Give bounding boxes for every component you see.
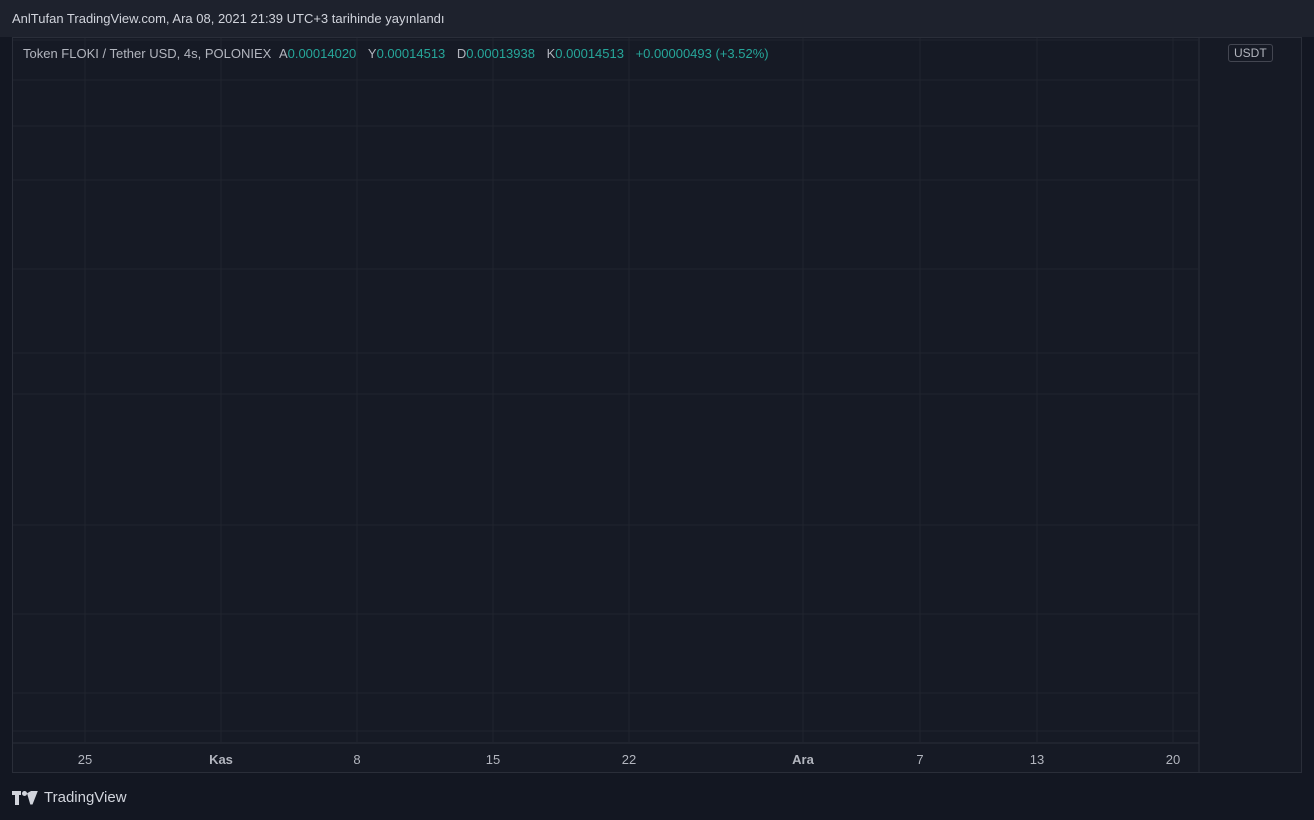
symbol-legend: Token FLOKI / Tether USD, 4s, POLONIEX A… <box>23 46 769 61</box>
low-value: 0.00013938 <box>466 46 535 61</box>
currency-badge[interactable]: USDT <box>1228 44 1273 62</box>
top-bar: AnlTufan TradingView.com, Ara 08, 2021 2… <box>0 0 1314 37</box>
close-value: 0.00014513 <box>555 46 624 61</box>
tradingview-brand: TradingView <box>44 789 127 806</box>
chart-frame[interactable] <box>12 37 1302 773</box>
footer <box>0 774 1314 820</box>
time-tick-label: 13 <box>1030 752 1044 767</box>
time-tick-label: Kas <box>209 752 233 767</box>
tradingview-logo[interactable]: TradingView <box>12 789 127 806</box>
time-tick-label: 20 <box>1166 752 1180 767</box>
low-label: D <box>456 46 467 61</box>
publish-info: AnlTufan TradingView.com, Ara 08, 2021 2… <box>12 11 445 26</box>
time-tick-label: 25 <box>78 752 92 767</box>
open-label: A <box>278 46 288 61</box>
symbol-name[interactable]: Token FLOKI / Tether USD, 4s, POLONIEX <box>23 46 272 61</box>
time-tick-label: Ara <box>792 752 814 767</box>
time-tick-label: 15 <box>486 752 500 767</box>
high-value: 0.00014513 <box>376 46 446 61</box>
change-value: +0.00000493 (+3.52%) <box>635 46 769 61</box>
time-tick-label: 7 <box>916 752 923 767</box>
tradingview-logo-icon <box>12 790 38 805</box>
time-tick-label: 8 <box>353 752 360 767</box>
high-label: Y <box>367 46 377 61</box>
time-tick-label: 22 <box>622 752 636 767</box>
open-value: 0.00014020 <box>287 46 357 61</box>
close-label: K <box>546 46 556 61</box>
